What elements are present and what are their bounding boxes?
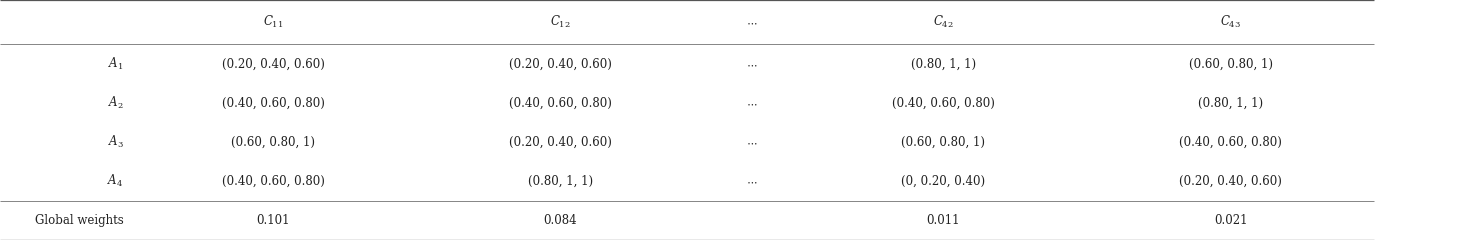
Text: (0, 0.20, 0.40): (0, 0.20, 0.40) (901, 175, 985, 188)
Text: 0.084: 0.084 (544, 214, 577, 227)
Text: $A_1$: $A_1$ (108, 56, 124, 72)
Text: (0.60, 0.80, 1): (0.60, 0.80, 1) (901, 136, 985, 149)
Text: $\cdots$: $\cdots$ (747, 175, 757, 188)
Text: 0.021: 0.021 (1214, 214, 1248, 227)
Text: $C_{42}$: $C_{42}$ (932, 14, 955, 30)
Text: $\cdots$: $\cdots$ (747, 16, 757, 29)
Text: (0.20, 0.40, 0.60): (0.20, 0.40, 0.60) (510, 136, 611, 149)
Text: (0.20, 0.40, 0.60): (0.20, 0.40, 0.60) (222, 57, 324, 70)
Text: 0.101: 0.101 (256, 214, 290, 227)
Text: (0.20, 0.40, 0.60): (0.20, 0.40, 0.60) (1180, 175, 1282, 188)
Text: $A_4$: $A_4$ (108, 173, 124, 189)
Text: (0.40, 0.60, 0.80): (0.40, 0.60, 0.80) (893, 96, 994, 109)
Text: (0.40, 0.60, 0.80): (0.40, 0.60, 0.80) (1180, 136, 1282, 149)
Text: (0.60, 0.80, 1): (0.60, 0.80, 1) (1189, 57, 1273, 70)
Text: $A_3$: $A_3$ (108, 134, 124, 150)
Text: $\cdots$: $\cdots$ (747, 57, 757, 70)
Text: $\cdots$: $\cdots$ (747, 136, 757, 149)
Text: (0.80, 1, 1): (0.80, 1, 1) (1198, 96, 1264, 109)
Text: (0.20, 0.40, 0.60): (0.20, 0.40, 0.60) (510, 57, 611, 70)
Text: (0.40, 0.60, 0.80): (0.40, 0.60, 0.80) (222, 96, 324, 109)
Text: 0.011: 0.011 (927, 214, 960, 227)
Text: (0.40, 0.60, 0.80): (0.40, 0.60, 0.80) (222, 175, 324, 188)
Text: (0.80, 1, 1): (0.80, 1, 1) (910, 57, 977, 70)
Text: $A_2$: $A_2$ (108, 95, 124, 111)
Text: $C_{12}$: $C_{12}$ (549, 14, 572, 30)
Text: $C_{11}$: $C_{11}$ (264, 14, 283, 30)
Text: (0.80, 1, 1): (0.80, 1, 1) (527, 175, 594, 188)
Text: $\cdots$: $\cdots$ (747, 96, 757, 109)
Text: (0.40, 0.60, 0.80): (0.40, 0.60, 0.80) (510, 96, 611, 109)
Text: (0.60, 0.80, 1): (0.60, 0.80, 1) (231, 136, 315, 149)
Text: Global weights: Global weights (35, 214, 124, 227)
Text: $C_{43}$: $C_{43}$ (1220, 14, 1242, 30)
